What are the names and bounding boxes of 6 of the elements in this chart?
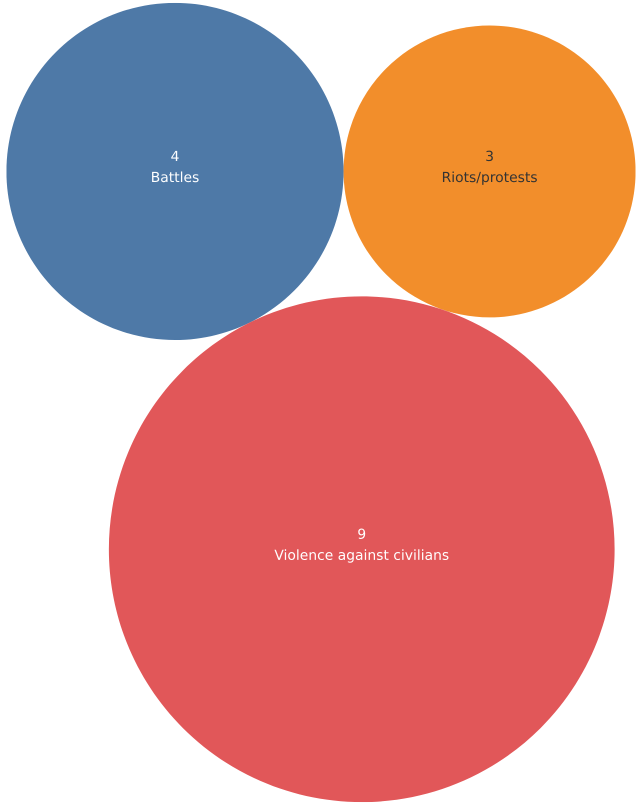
category-label: Riots/protests	[442, 171, 537, 185]
data-label: 3	[486, 150, 493, 162]
category-label: Battles	[152, 171, 199, 182]
data-label: 4	[171, 150, 179, 161]
category-label: Violence against civilians	[274, 549, 448, 563]
data-label: 9	[358, 528, 366, 539]
